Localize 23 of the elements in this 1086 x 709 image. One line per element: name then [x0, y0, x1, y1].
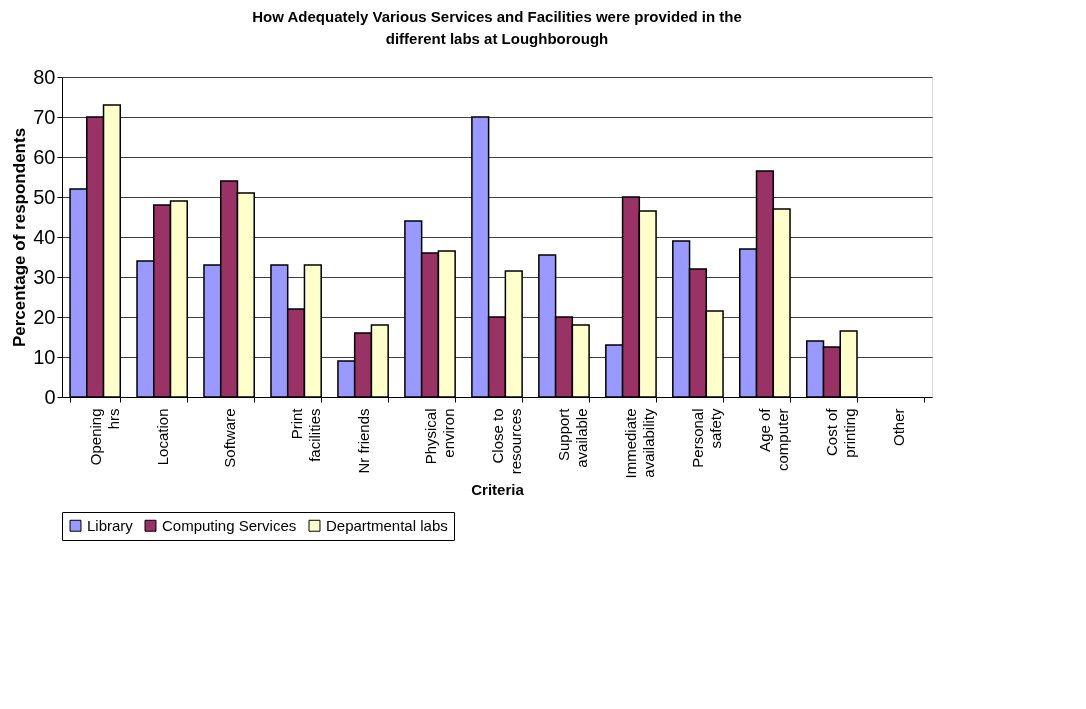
x-tick-label: Software — [220, 408, 238, 468]
y-axis-title: Percentage of respondents — [10, 127, 30, 348]
y-tick-label: 20 — [33, 305, 56, 328]
chart-title: How Adequately Various Services and Facilities were provided in the different labs at Loughborough — [252, 8, 742, 47]
x-tick-label: Location — [153, 408, 171, 466]
y-tick-label: 30 — [33, 265, 56, 288]
x-tick-label: Physical environ — [421, 408, 457, 465]
x-axis-title: Criteria — [471, 480, 525, 498]
y-tick-label: 40 — [33, 225, 56, 248]
x-tick-label: Nr friends — [354, 408, 372, 474]
y-tick-label: 0 — [44, 385, 56, 408]
y-tick-label: 80 — [33, 65, 56, 88]
y-tick-label: 10 — [33, 345, 56, 368]
x-tick-label: Other — [890, 408, 908, 447]
legend-label: Computing Services — [162, 516, 297, 534]
legend-label: Library — [87, 516, 134, 534]
y-tick-label: 60 — [33, 145, 56, 168]
x-tick-label: Personal safety — [689, 408, 725, 468]
x-tick-label: Print facilities — [287, 407, 323, 462]
y-tick-label: 50 — [33, 185, 56, 208]
y-tick-label: 70 — [33, 105, 56, 128]
legend-label: Departmental labs — [326, 516, 448, 534]
x-tick-label: Opening hrs — [86, 408, 122, 466]
